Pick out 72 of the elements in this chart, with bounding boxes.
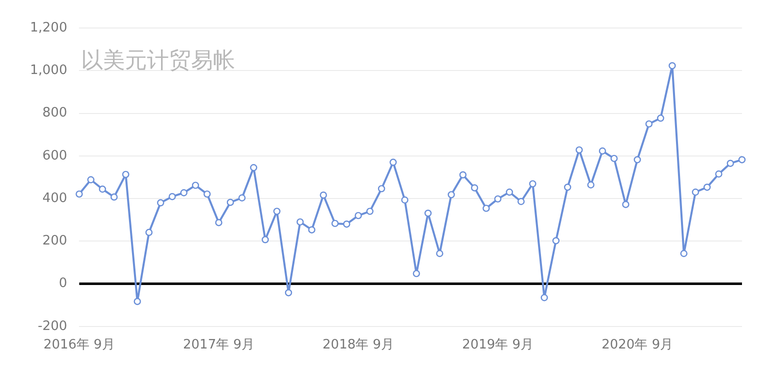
point [343,220,350,228]
point [552,237,560,244]
text: 以美元计贸易帐 [81,48,236,74]
point [610,154,618,162]
x-tick-label: 2019年 9月 [462,338,534,353]
point [390,158,397,166]
point [134,298,141,306]
y-tick-label: 600 [42,148,68,164]
point [715,170,722,178]
y-tick-label: 0 [58,276,68,292]
point [726,160,734,167]
x-tick-label: 2018年 9月 [322,338,394,353]
point [98,186,106,193]
point [192,182,200,189]
y-tick-label: 1,000 [30,63,68,78]
point [76,190,83,198]
point [424,210,432,217]
point [459,171,467,178]
point [494,195,502,203]
y-tick-label: 800 [42,106,68,121]
point [366,208,374,215]
point [262,236,269,244]
point [250,164,258,172]
point [226,198,234,206]
point [657,114,664,122]
point [680,250,688,258]
point [320,192,327,199]
point [692,188,700,196]
point [284,289,292,296]
x-tick-label: 2017年 9月 [183,338,254,353]
point [412,270,420,278]
x-tick-label: 2016年 9月 [43,338,115,353]
point [564,184,572,191]
y-tick-label: 1,200 [30,20,68,36]
point [204,190,211,198]
point [122,170,130,178]
point [540,294,548,302]
point [215,219,222,226]
point [517,198,525,206]
point [157,199,164,206]
point [331,220,339,228]
point [587,181,594,188]
point [738,156,746,164]
x-tick-label: 2020年 9月 [602,338,674,353]
point [576,146,583,154]
point [598,147,606,155]
point [668,62,676,70]
point [238,194,246,202]
point [273,208,280,215]
point [436,250,444,258]
point [634,156,641,164]
point [354,212,362,220]
point [645,120,653,128]
point [110,193,118,201]
point [180,189,188,196]
y-tick-label: 400 [42,190,68,206]
point [506,188,514,196]
point [168,192,176,200]
point [704,184,711,191]
point [145,228,153,236]
point [482,204,490,212]
y-tick-label: 200 [42,234,68,249]
point [378,185,386,192]
y-tick-label: -200 [38,318,68,334]
point [296,218,304,226]
point [529,180,536,188]
point [308,226,316,234]
point [448,191,455,198]
point [401,196,408,204]
point [470,184,478,192]
point [622,200,630,208]
point [87,176,94,184]
